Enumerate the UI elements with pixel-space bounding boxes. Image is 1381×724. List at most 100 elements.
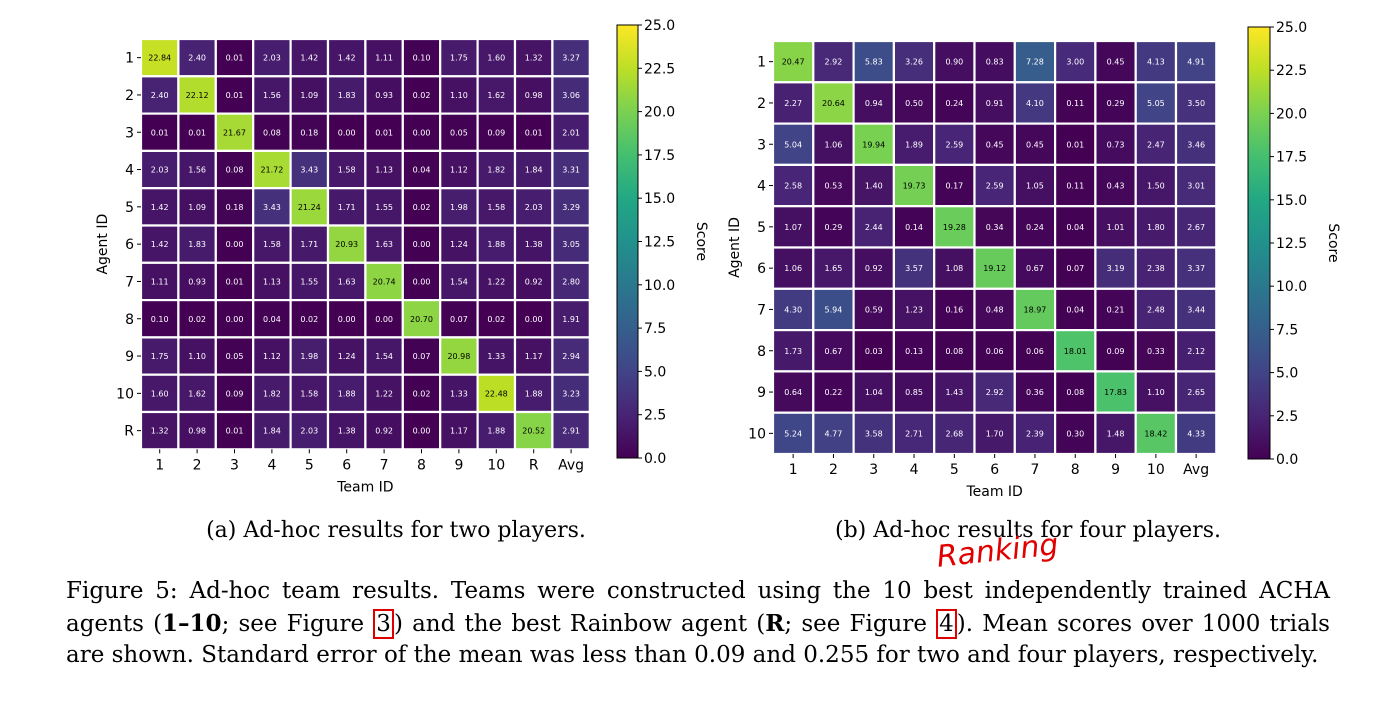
cell-value-label: 0.08 <box>1066 388 1084 397</box>
heatmap-cell <box>1094 163 1137 208</box>
cell-value-label: 0.34 <box>986 223 1004 232</box>
heatmap-cell <box>812 39 855 84</box>
cell-value-label: 0.07 <box>413 352 431 361</box>
heatmap-cell <box>973 122 1016 166</box>
heatmap-cell <box>439 149 479 190</box>
heatmap-cell <box>551 299 591 339</box>
cell-value-label: 0.04 <box>263 315 281 324</box>
cell-value-label: 1.82 <box>263 389 281 398</box>
cell-value-label: 1.08 <box>945 264 963 273</box>
cell-value-label: 0.21 <box>1107 305 1125 314</box>
heatmap-cell <box>177 187 217 227</box>
heatmap-cell <box>364 373 404 414</box>
cell-value-label: 20.74 <box>373 277 396 286</box>
heatmap-cell <box>1094 370 1137 414</box>
cell-value-label: 2.91 <box>562 427 580 436</box>
y-tick-label: 6 <box>125 237 134 253</box>
cell-value-label: 0.10 <box>413 54 431 63</box>
cell-value-label: 0.90 <box>945 58 963 67</box>
x-tick-label: 6 <box>990 462 999 478</box>
cell-value-label: 1.04 <box>865 388 883 397</box>
cell-value-label: 0.07 <box>450 315 468 324</box>
cell-value-label: 0.33 <box>1147 347 1165 356</box>
cell-value-label: 0.03 <box>865 347 883 356</box>
y-tick-label: 1 <box>125 51 134 67</box>
cell-value-label: 2.39 <box>1026 429 1044 438</box>
cell-value-label: 4.91 <box>1187 58 1205 67</box>
x-tick-label: 5 <box>950 462 959 478</box>
x-tick-label: 2 <box>193 457 202 473</box>
cell-value-label: 0.91 <box>986 99 1004 108</box>
cell-value-label: 2.65 <box>1187 388 1205 397</box>
y-tick-label: 8 <box>125 312 134 328</box>
colorbar-tick-label: 15.0 <box>1276 193 1307 209</box>
cell-value-label: 22.12 <box>186 91 209 100</box>
cell-value-label: 0.93 <box>188 277 206 286</box>
heatmap-cell <box>289 261 330 302</box>
x-tick-label: 6 <box>342 457 351 473</box>
colorbar-tick-label: 17.5 <box>644 148 675 164</box>
cell-value-label: 0.08 <box>263 128 281 137</box>
x-tick-label: 7 <box>1030 462 1039 478</box>
cell-value-label: 2.59 <box>945 140 963 149</box>
heatmap-cell <box>139 149 180 190</box>
colorbar-tick-label: 25.0 <box>1276 20 1307 36</box>
heatmap-cell <box>439 224 479 264</box>
cell-value-label: 1.82 <box>487 166 505 175</box>
heatmap-cell <box>177 112 217 152</box>
cell-value-label: 1.84 <box>525 166 543 175</box>
cell-value-label: 1.98 <box>300 352 318 361</box>
cell-value-label: 1.06 <box>825 140 843 149</box>
cell-value-label: 0.00 <box>375 315 393 324</box>
heatmap-cell <box>1094 329 1137 373</box>
cell-value-label: 1.13 <box>375 166 393 175</box>
cell-value-label: 1.88 <box>487 240 505 249</box>
cell-value-label: 1.88 <box>487 427 505 436</box>
cell-value-label: 1.07 <box>784 223 802 232</box>
cell-value-label: 2.03 <box>151 166 169 175</box>
cell-value-label: 0.01 <box>375 128 393 137</box>
cell-value-label: 2.58 <box>784 182 802 191</box>
cell-value-label: 1.09 <box>188 203 206 212</box>
cell-value-label: 1.75 <box>151 352 169 361</box>
cell-value-label: 1.10 <box>188 352 206 361</box>
figure-ref-4-link[interactable]: 4 <box>936 608 957 639</box>
cell-value-label: 2.92 <box>986 388 1004 397</box>
cell-value-label: 1.56 <box>263 91 281 100</box>
x-tick-label: 3 <box>869 462 878 478</box>
cell-value-label: 0.01 <box>525 128 543 137</box>
cell-value-label: 1.58 <box>300 389 318 398</box>
cell-value-label: 20.52 <box>522 427 545 436</box>
cell-value-label: 1.60 <box>151 389 169 398</box>
cell-value-label: 0.05 <box>450 128 468 137</box>
heatmap-cell <box>476 37 517 78</box>
cell-value-label: 1.58 <box>263 240 281 249</box>
colorbar-label: Score <box>1325 223 1341 262</box>
heatmap-cell <box>476 187 517 227</box>
cell-value-label: 2.80 <box>562 277 580 286</box>
heatmap-cell <box>852 122 895 166</box>
cell-value-label: 3.00 <box>1066 58 1084 67</box>
heatmap-cell <box>1134 122 1178 166</box>
cell-value-label: 1.62 <box>188 389 206 398</box>
cell-value-label: 0.83 <box>986 58 1004 67</box>
x-tick-label: 10 <box>1147 462 1165 478</box>
cell-value-label: 0.00 <box>413 427 431 436</box>
cell-value-label: 1.32 <box>151 427 169 436</box>
cell-value-label: 4.33 <box>1187 429 1205 438</box>
cell-value-label: 0.00 <box>525 315 543 324</box>
cell-value-label: 2.03 <box>525 203 543 212</box>
heatmap-two-players: 22.84 2.40 0.01 2.03 1.42 1.42 1.11 0.10 1.75 1.6… <box>95 18 709 495</box>
cell-value-label: 1.17 <box>525 352 543 361</box>
cell-value-label: 1.38 <box>525 240 543 249</box>
cell-value-label: 19.73 <box>903 182 926 191</box>
cell-value-label: 1.11 <box>375 54 393 63</box>
colorbar <box>616 24 639 459</box>
cell-value-label: 1.83 <box>338 91 356 100</box>
figure-ref-3-link[interactable]: 3 <box>373 608 394 639</box>
cell-value-label: 0.04 <box>1066 305 1084 314</box>
cell-value-label: 0.94 <box>865 99 883 108</box>
cell-value-label: 2.94 <box>562 352 580 361</box>
heatmap-cell <box>289 224 330 264</box>
heatmap-cell <box>326 299 367 339</box>
